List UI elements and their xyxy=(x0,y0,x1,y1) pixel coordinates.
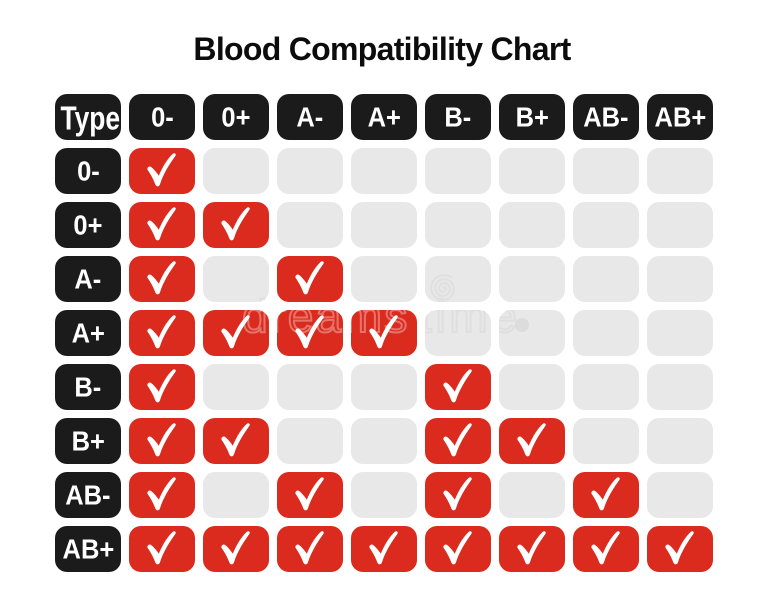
svg-text:time: time xyxy=(419,290,521,342)
